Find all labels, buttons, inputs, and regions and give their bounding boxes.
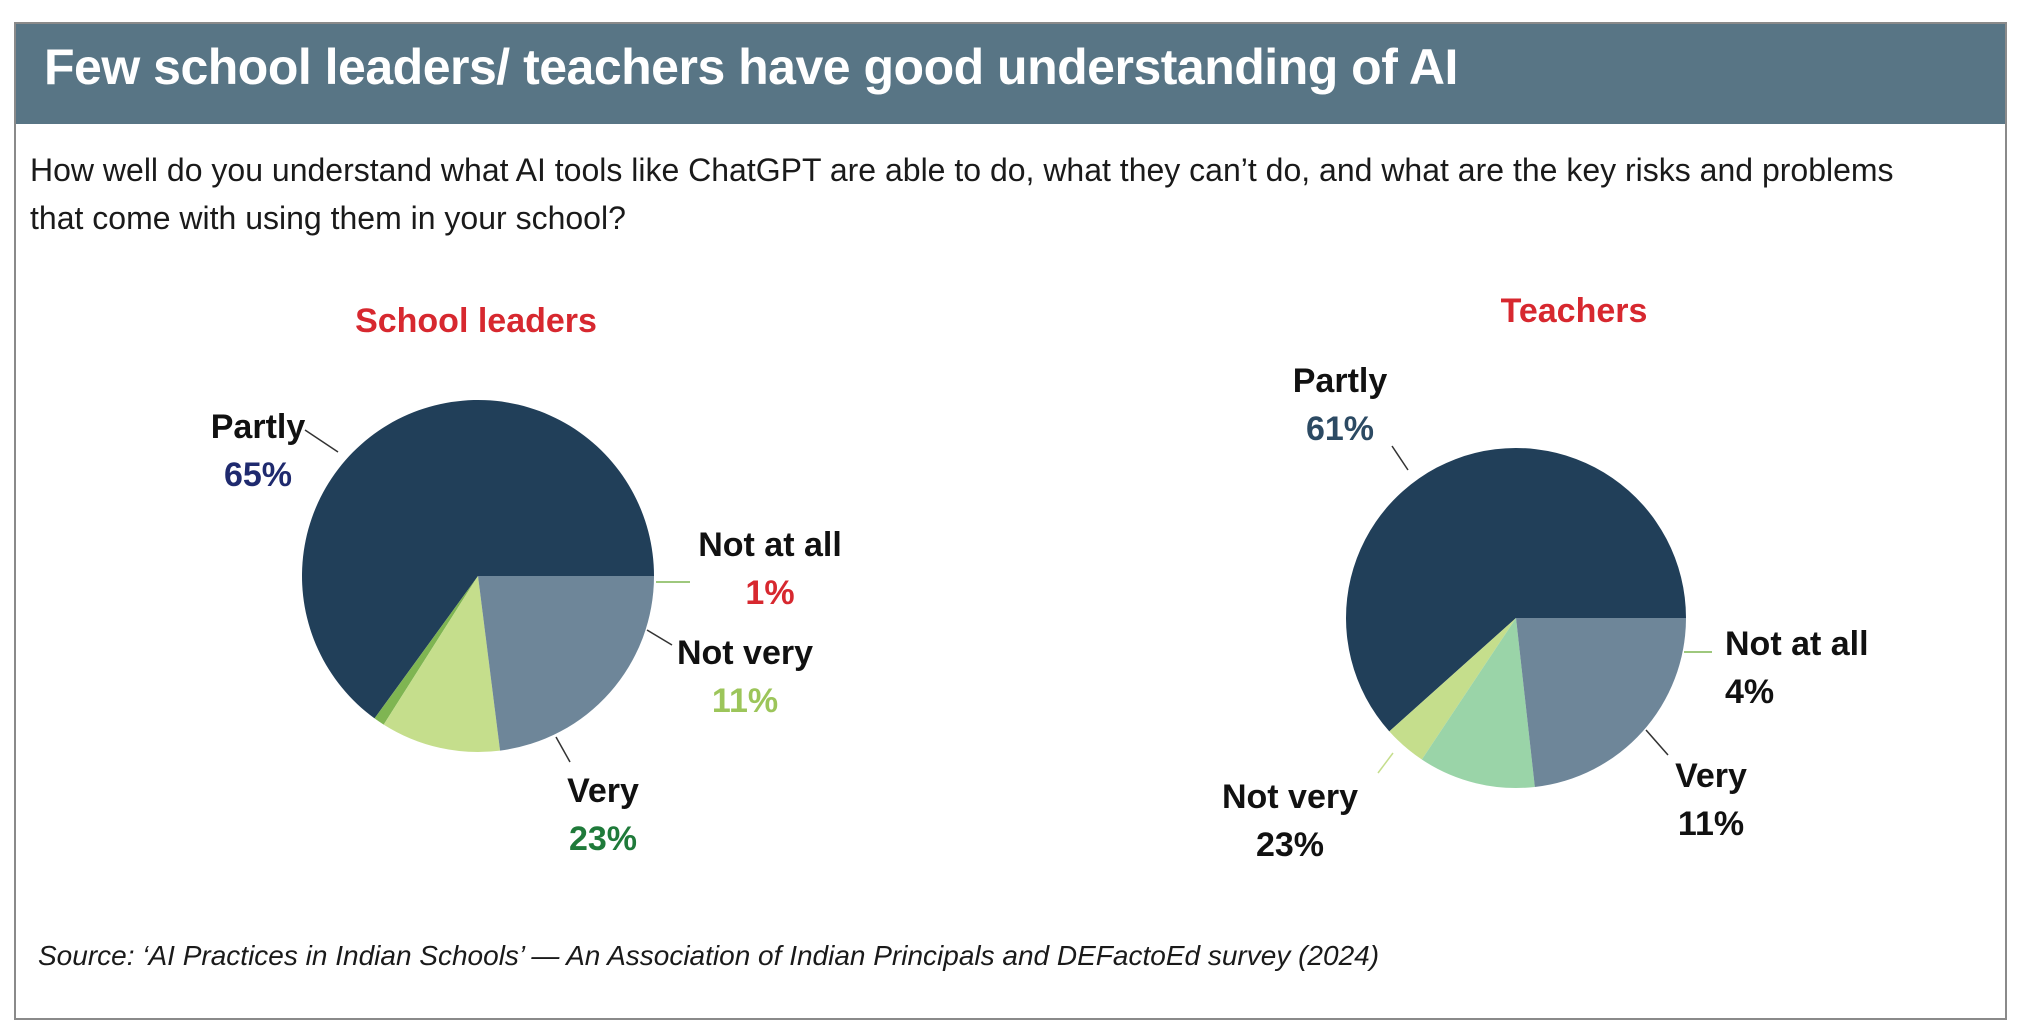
slice-value-not-very: 23% [1256, 826, 1324, 864]
pie-slice-partly [1346, 447, 1686, 732]
slice-value-very: 23% [569, 820, 637, 858]
slice-label-partly: Partly [1293, 362, 1388, 400]
leader-line-very [555, 736, 571, 763]
pie-slice-not-at-all [374, 576, 478, 725]
slice-label-not-very: Not very [677, 634, 813, 672]
slice-value-partly: 61% [1306, 410, 1374, 448]
leader-line-partly [1391, 445, 1409, 471]
leader-line-not-very [646, 629, 673, 646]
source-note: Source: ‘AI Practices in Indian Schools’… [38, 940, 1380, 971]
pie-slice-very [478, 576, 654, 751]
survey-question: How well do you understand what AI tools… [30, 152, 1894, 236]
slice-label-very: Very [1675, 757, 1747, 795]
slice-label-very: Very [567, 772, 639, 810]
leader-line-not-very [1377, 752, 1394, 774]
pie-slice-partly [302, 400, 654, 719]
pie-chart-school-leaders: School leaders Partly 65% Not at all 1% Not v… [211, 302, 842, 858]
slice-value-partly: 65% [224, 456, 292, 494]
chart-title: School leaders [355, 302, 597, 340]
page-title: Few school leaders/ teachers have good u… [44, 39, 1458, 95]
slice-label-not-at-all: Not at all [698, 526, 842, 564]
slice-value-not-very: 11% [712, 682, 778, 720]
pie-slice-not-at-all [1389, 618, 1516, 760]
slice-value-not-at-all: 1% [745, 574, 794, 612]
chart-title: Teachers [1501, 292, 1648, 330]
leader-line-partly [304, 429, 339, 453]
slice-label-not-very: Not very [1222, 778, 1358, 816]
leader-line-very [1645, 729, 1669, 756]
pie-chart-teachers: Teachers Partly 61% Not at all 4% Very 11% Not … [1222, 292, 1869, 864]
header-bar: Few school leaders/ teachers have good u… [16, 24, 2005, 124]
slice-label-not-at-all: Not at all [1725, 625, 1869, 663]
pie-slice-not-very [383, 576, 501, 752]
slice-value-very: 11% [1678, 805, 1744, 843]
pie-slice-not-very [1516, 618, 1686, 787]
slice-label-partly: Partly [211, 408, 306, 446]
pie-slice-very [1421, 618, 1535, 788]
slice-value-not-at-all: 4% [1725, 673, 1774, 711]
